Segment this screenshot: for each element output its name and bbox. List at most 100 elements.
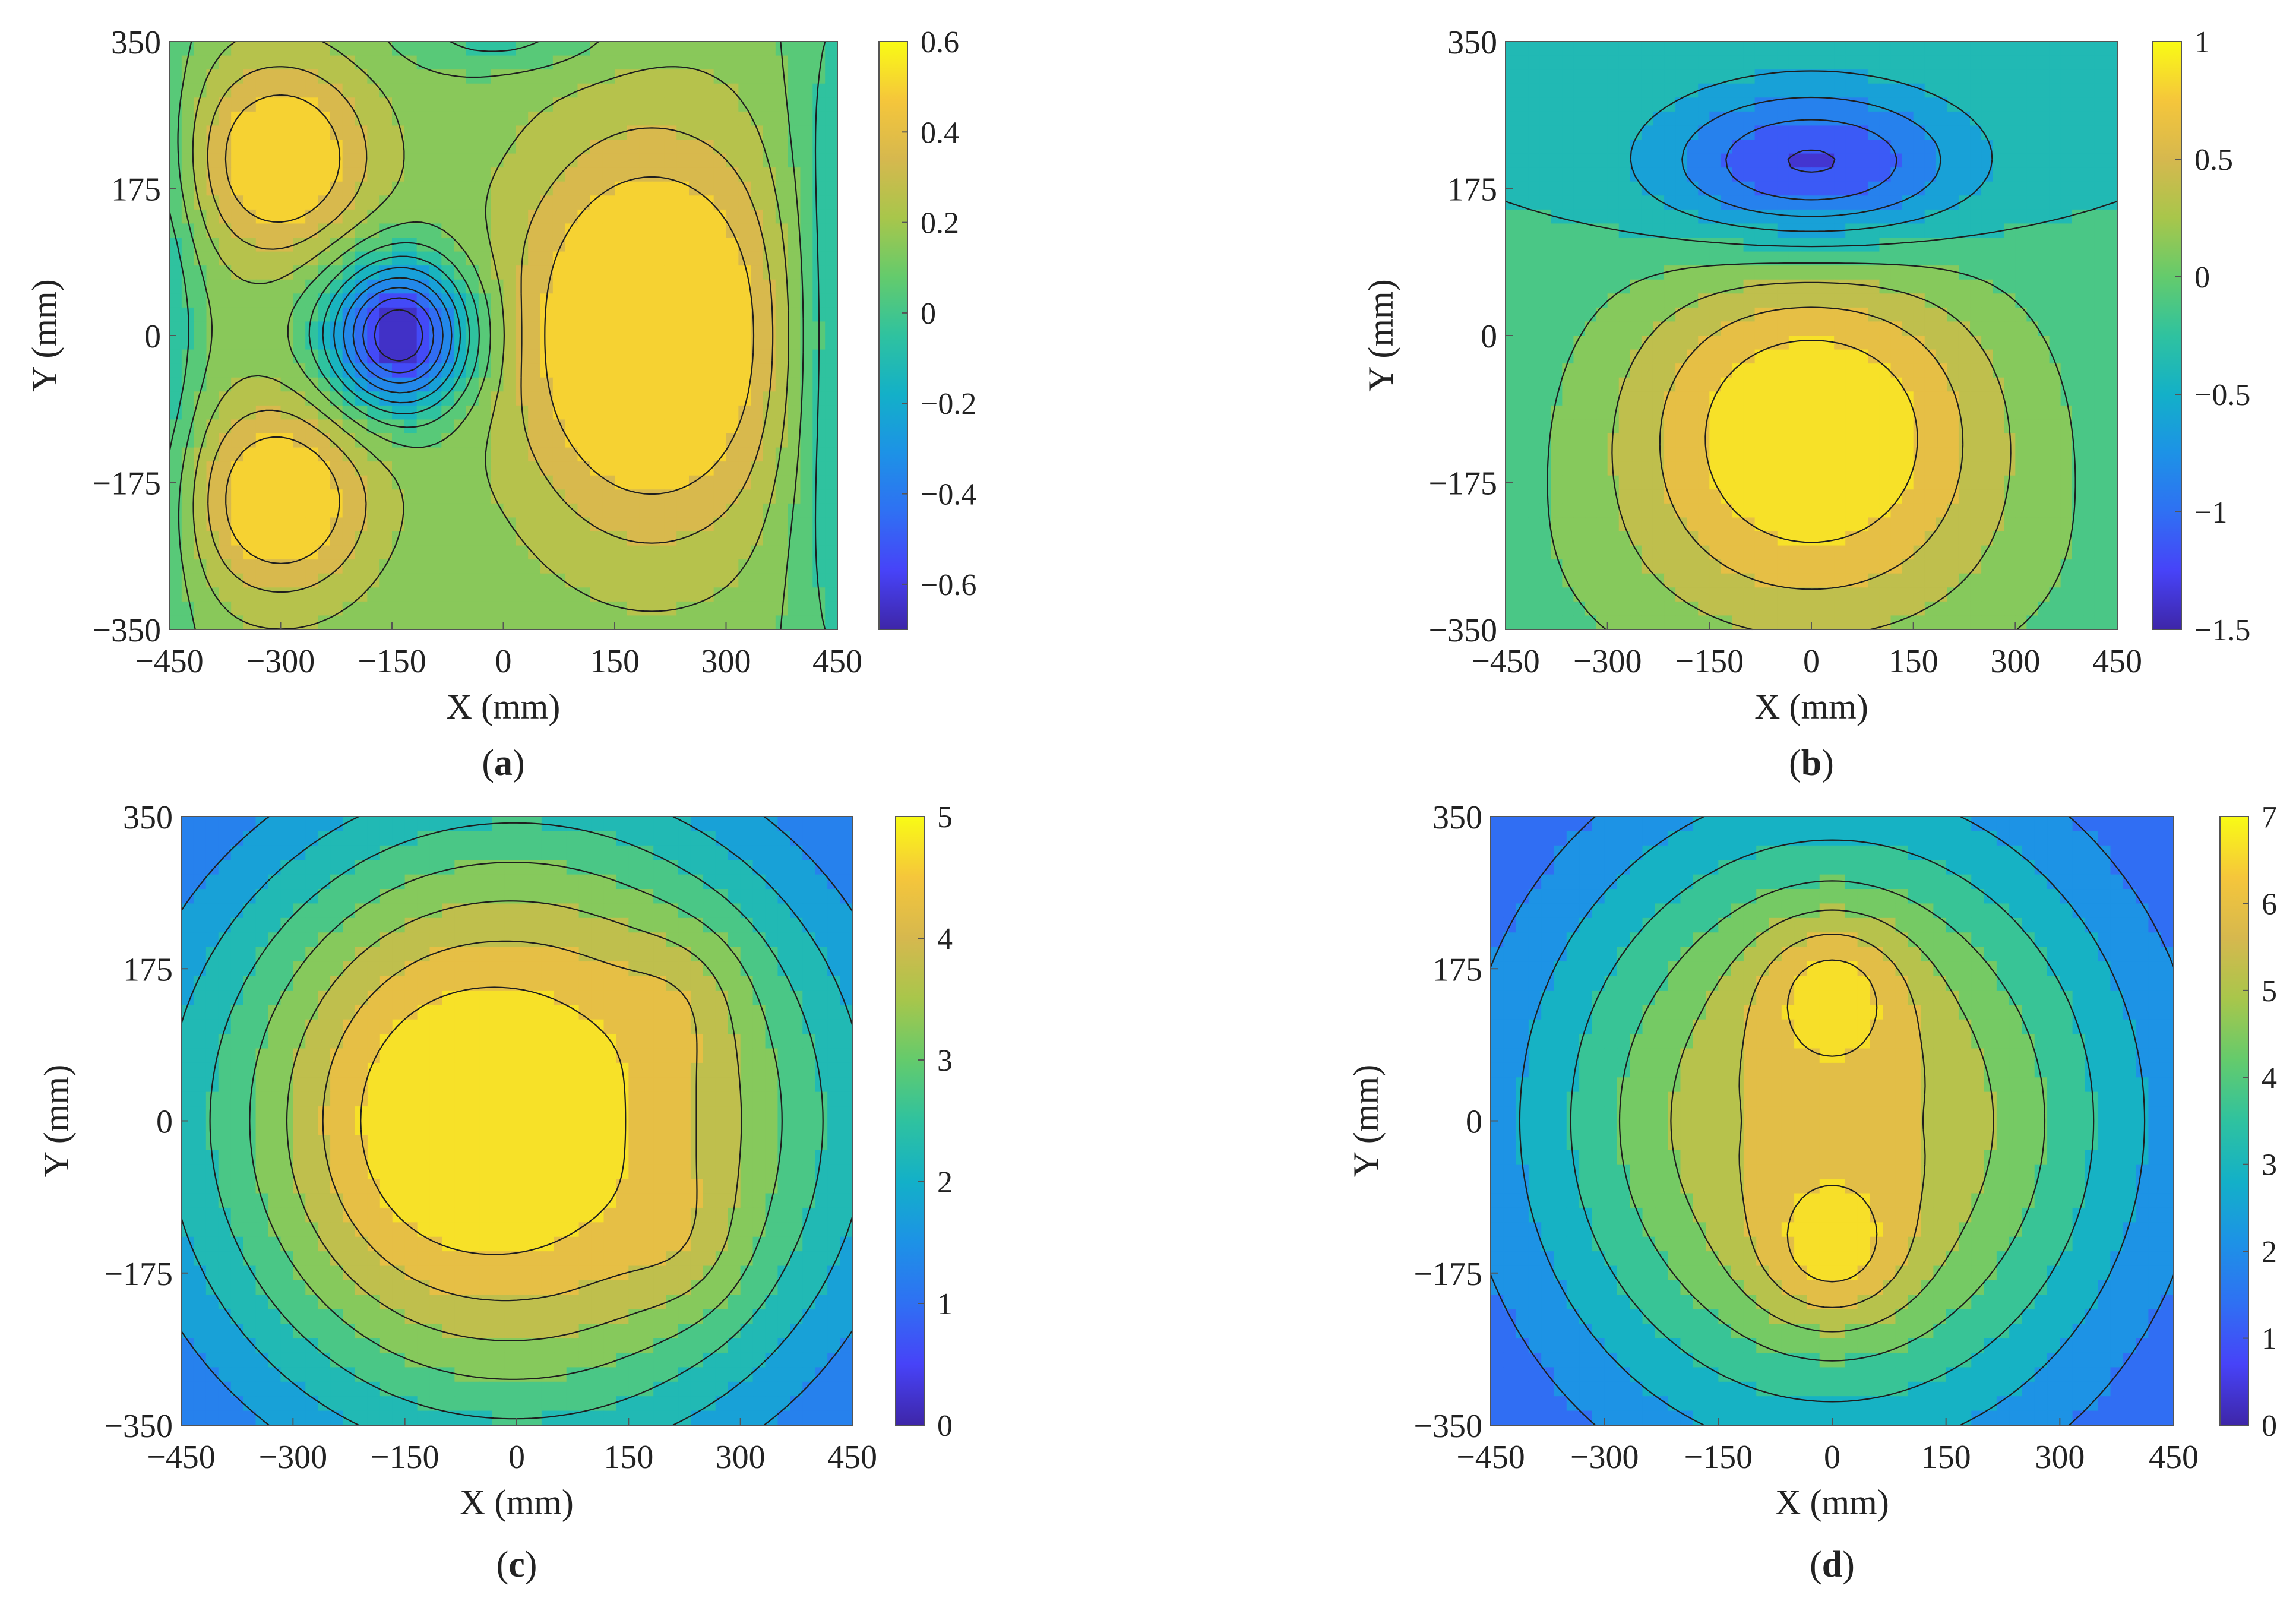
contour-cell	[2105, 587, 2118, 602]
contour-cell	[1834, 377, 1846, 393]
contour-cell	[676, 363, 690, 378]
contour-cell	[652, 587, 665, 602]
contour-cell	[1562, 601, 1574, 616]
contour-cell	[676, 419, 690, 434]
contour-cell	[1539, 545, 1552, 560]
contour-cell	[1687, 517, 1699, 532]
contour-cell	[1630, 559, 1642, 574]
contour-cell	[528, 336, 541, 350]
contour-cell	[2094, 475, 2107, 491]
contour-cell	[1766, 321, 1778, 336]
contour-cell	[243, 349, 257, 364]
contour-cell	[602, 307, 615, 322]
contour-cell	[565, 601, 578, 616]
contour-cell	[1754, 489, 1767, 504]
panel-label: (b)	[1789, 743, 1834, 783]
contour-cell	[169, 265, 182, 280]
contour-cell	[2060, 573, 2073, 588]
contour-cell	[615, 433, 628, 448]
contour-cell	[627, 97, 640, 112]
contour-cell	[1811, 601, 1823, 616]
contour-cell	[1766, 391, 1778, 406]
contour-cell	[1924, 209, 1937, 224]
contour-cell	[1981, 153, 1993, 168]
contour-cell	[206, 140, 220, 154]
contour-cell	[231, 433, 244, 448]
contour-cell	[1721, 433, 1733, 448]
contour-cell	[2105, 447, 2118, 462]
contour-cell	[602, 336, 615, 350]
contour-cell	[1868, 503, 1880, 518]
contour-cell	[1687, 307, 1699, 322]
contour-cell	[330, 238, 343, 252]
contour-cell	[293, 615, 306, 630]
contour-cell	[1732, 587, 1744, 602]
contour-cell	[1902, 391, 1914, 406]
contour-cell	[1698, 307, 1710, 322]
contour-cell	[429, 83, 442, 99]
contour-field	[169, 42, 838, 630]
contour-cell	[1947, 251, 1959, 266]
contour-cell	[417, 817, 431, 832]
contour-cell	[2083, 545, 2095, 560]
contour-cell	[1800, 587, 1812, 602]
contour-cell	[1607, 349, 1620, 364]
contour-cell	[342, 279, 356, 295]
contour-cell	[627, 517, 640, 532]
contour-cell	[268, 69, 282, 84]
contour-cell	[1630, 307, 1642, 322]
contour-cell	[318, 251, 331, 266]
contour-cell	[268, 97, 282, 112]
contour-cell	[652, 363, 665, 378]
contour-cell	[751, 238, 764, 252]
contour-cell	[2072, 251, 2084, 266]
contour-cell	[800, 181, 814, 197]
contour-cell	[2072, 55, 2084, 70]
contour-cell	[1743, 363, 1756, 378]
contour-cell	[268, 42, 282, 56]
contour-cell	[1845, 42, 1858, 56]
contour-cell	[2004, 55, 2016, 70]
contour-cell	[726, 377, 739, 393]
contour-cell	[181, 251, 195, 266]
contour-cell	[169, 447, 182, 462]
contour-cell	[1562, 433, 1574, 448]
contour-cell	[330, 531, 343, 546]
contour-cell	[231, 251, 244, 266]
contour-cell	[639, 265, 653, 280]
contour-cell	[219, 97, 232, 112]
contour-cell	[1573, 419, 1586, 434]
contour-cell	[255, 545, 269, 560]
contour-cell	[1687, 531, 1699, 546]
contour-cell	[2094, 251, 2107, 266]
contour-cell	[825, 391, 838, 406]
contour-cell	[590, 531, 603, 546]
contour-cell	[726, 195, 739, 210]
contour-cell	[703, 817, 716, 832]
contour-cell	[1664, 461, 1676, 476]
contour-cell	[255, 573, 269, 588]
contour-cell	[1777, 140, 1789, 154]
contour-cell	[1506, 265, 1517, 280]
contour-cell	[1573, 153, 1586, 168]
contour-cell	[615, 265, 628, 280]
contour-cell	[775, 42, 789, 56]
contour-cell	[2072, 238, 2084, 252]
contour-cell	[2026, 42, 2039, 56]
contour-cell	[788, 223, 801, 238]
contour-cell	[2015, 251, 2028, 266]
contour-cell	[678, 860, 691, 875]
contour-cell	[726, 167, 739, 182]
contour-cell	[416, 83, 430, 99]
contour-cell	[664, 559, 677, 574]
contour-cell	[1993, 140, 2005, 154]
contour-cell	[429, 517, 442, 532]
contour-cell	[416, 42, 430, 56]
contour-cell	[206, 363, 220, 378]
contour-cell	[318, 545, 331, 560]
contour-cell	[540, 55, 554, 70]
contour-cell	[701, 238, 714, 252]
contour-cell	[392, 405, 405, 420]
contour-cell	[1902, 419, 1914, 434]
contour-cell	[206, 545, 220, 560]
